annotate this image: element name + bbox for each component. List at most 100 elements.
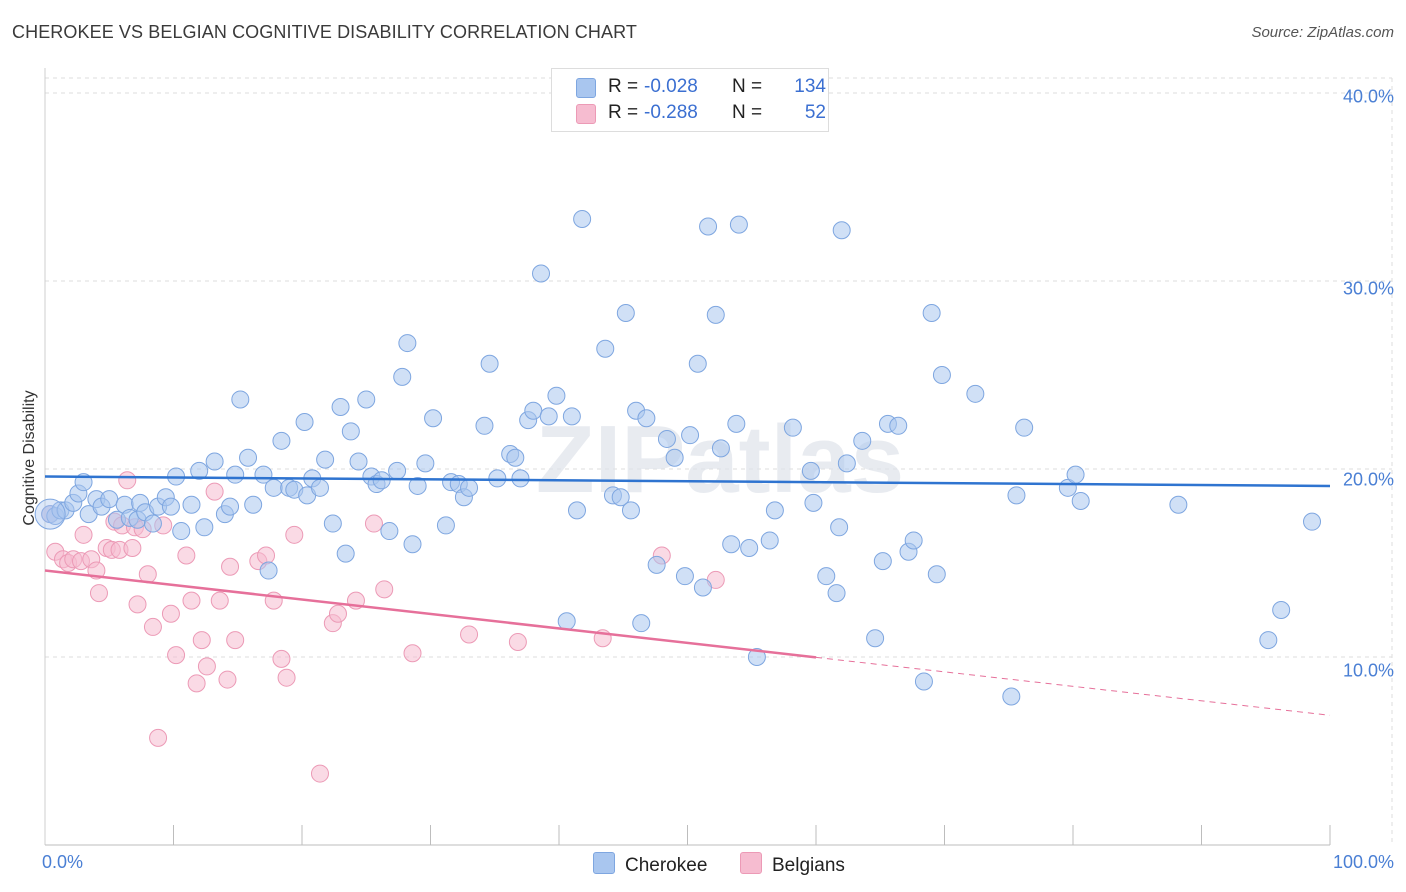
cherokee-point	[711, 439, 730, 458]
belgians-point	[74, 525, 93, 544]
cherokee-point	[699, 217, 718, 236]
cherokee-point	[922, 303, 941, 322]
belgians-legend-swatch	[740, 852, 762, 874]
cherokee-point	[310, 478, 329, 497]
cherokee-point	[1015, 418, 1034, 437]
belgians-point	[272, 649, 291, 668]
r-value: -0.288	[644, 102, 698, 123]
cherokee-point	[436, 516, 455, 535]
source-label: Source: ZipAtlas.com	[1251, 24, 1394, 41]
cherokee-point	[547, 386, 566, 405]
cherokee-point	[611, 488, 630, 507]
cherokee-point	[675, 567, 694, 586]
cherokee-point	[706, 305, 725, 324]
cherokee-point	[665, 448, 684, 467]
cherokee-point	[1259, 631, 1278, 650]
cherokee-point	[740, 538, 759, 557]
cherokee-point	[272, 431, 291, 450]
n-label: N =	[732, 102, 763, 123]
cherokee-swatch	[576, 78, 596, 98]
cherokee-point	[172, 522, 191, 541]
cherokee-point	[336, 544, 355, 563]
belgians-point	[257, 546, 276, 565]
belgians-point	[218, 670, 237, 689]
cherokee-point	[388, 461, 407, 480]
cherokee-point	[801, 461, 820, 480]
cherokee-point	[295, 413, 314, 432]
cherokee-point	[567, 501, 586, 520]
cherokee-point	[524, 401, 543, 420]
cherokee-point	[1007, 486, 1026, 505]
cherokee-point	[765, 501, 784, 520]
cherokee-point	[475, 416, 494, 435]
cherokee-point	[100, 490, 119, 509]
belgians-point	[197, 657, 216, 676]
cherokee-point	[1066, 465, 1085, 484]
x-tick-label-max: 100.0%	[1332, 852, 1394, 872]
x-tick-label-min: 0.0%	[42, 852, 84, 872]
cherokee-point	[231, 390, 250, 409]
belgians-trend-extension	[815, 656, 1331, 716]
cherokee-point	[488, 469, 507, 488]
cherokee-point	[1303, 512, 1322, 531]
cherokee-point	[380, 522, 399, 541]
cherokee-point	[259, 561, 278, 580]
cherokee-point	[393, 367, 412, 386]
cherokee-point	[244, 495, 263, 514]
belgians-point	[161, 604, 180, 623]
cherokee-point	[416, 454, 435, 473]
cherokee-point	[398, 334, 417, 353]
cherokee-point	[226, 465, 245, 484]
r-label: R =	[608, 76, 639, 97]
cherokee-point	[632, 614, 651, 633]
cherokee-point	[34, 498, 66, 530]
n-value: 52	[804, 102, 826, 123]
cherokee-point	[681, 426, 700, 445]
stats-legend: R = -0.028 N = 134 R = -0.288 N = 52	[551, 68, 829, 132]
belgians-point	[128, 595, 147, 614]
n-label: N =	[732, 76, 763, 97]
legend-item-belgians: Belgians	[740, 852, 845, 877]
cherokee-point	[264, 478, 283, 497]
belgians-swatch	[576, 104, 596, 124]
cherokee-point	[693, 578, 712, 597]
cherokee-point	[557, 612, 576, 631]
cherokee-point	[932, 366, 951, 385]
belgians-point	[508, 632, 527, 651]
cherokee-point	[727, 414, 746, 433]
cherokee-points	[34, 209, 1322, 706]
y-tick-label: 40.0%	[1342, 86, 1394, 107]
cherokee-point	[647, 555, 666, 574]
cherokee-point	[331, 397, 350, 416]
legend-item-cherokee: Cherokee	[593, 852, 707, 877]
belgians-point	[403, 644, 422, 663]
cherokee-point	[827, 584, 846, 603]
cherokee-point	[817, 567, 836, 586]
belgians-point	[310, 764, 329, 783]
cherokee-point	[182, 495, 201, 514]
cherokee-point	[480, 354, 499, 373]
legend-label-cherokee: Cherokee	[625, 855, 708, 876]
belgians-point	[149, 728, 168, 747]
belgians-point	[192, 631, 211, 650]
belgians-points	[41, 471, 725, 783]
belgians-point	[277, 668, 296, 687]
cherokee-point	[161, 497, 180, 516]
cherokee-point	[830, 518, 849, 537]
cherokee-point	[688, 354, 707, 373]
cherokee-point	[357, 390, 376, 409]
cherokee-point	[460, 478, 479, 497]
cherokee-point	[1169, 495, 1188, 514]
belgians-point	[143, 617, 162, 636]
cherokee-point	[221, 497, 240, 516]
cherokee-point	[372, 471, 391, 490]
belgians-point	[205, 482, 224, 501]
cherokee-point	[205, 452, 224, 471]
belgians-point	[89, 584, 108, 603]
cherokee-point	[966, 384, 985, 403]
cherokee-point	[866, 629, 885, 648]
cherokee-point	[143, 514, 162, 533]
cherokee-point	[832, 221, 851, 240]
cherokee-point	[914, 672, 933, 691]
cherokee-point	[873, 552, 892, 571]
